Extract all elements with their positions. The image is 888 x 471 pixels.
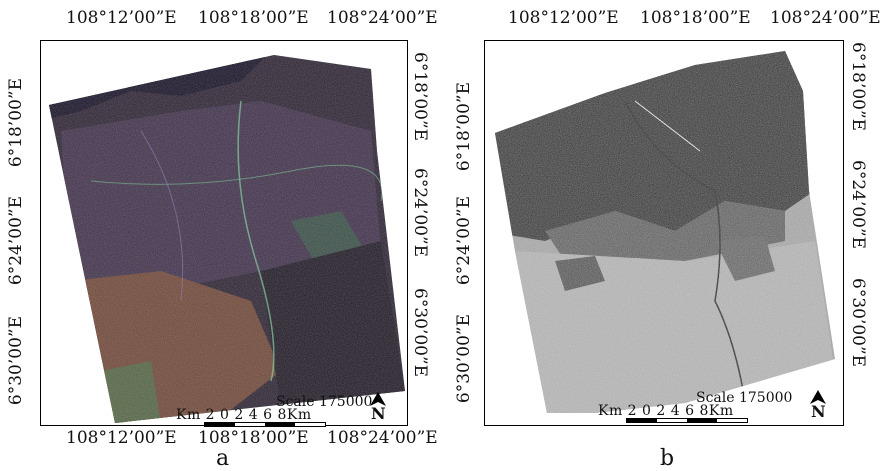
bottom-longitude-label: 108°18’00”E bbox=[198, 428, 309, 448]
scale-bar bbox=[626, 418, 748, 423]
panel-a: 108°12’00”E 108°18’00”E 108°24’00”E 6°18… bbox=[0, 0, 444, 471]
panel-b: 108°12’00”E 108°18’00”E 108°24’00”E 6°18… bbox=[444, 0, 888, 471]
top-longitude-label: 108°12’00”E bbox=[66, 8, 177, 28]
right-latitude-label: 6°30’00”E bbox=[848, 278, 868, 368]
top-longitude-label: 108°24’00”E bbox=[770, 8, 881, 28]
top-longitude-label: 108°12’00”E bbox=[508, 8, 619, 28]
panel-caption: b bbox=[660, 446, 675, 471]
bottom-longitude-label: 108°24’00”E bbox=[327, 428, 438, 448]
right-latitude-label: 6°18’00”E bbox=[848, 42, 868, 132]
right-latitude-label: 6°24’00”E bbox=[848, 160, 868, 250]
sar-grayscale-image bbox=[495, 51, 835, 413]
left-latitude-label: 6°30’00”E bbox=[6, 316, 26, 406]
right-latitude-label: 6°30’00”E bbox=[410, 288, 430, 378]
bottom-longitude-label: 108°12’00”E bbox=[66, 428, 177, 448]
right-latitude-label: 6°24’00”E bbox=[410, 168, 430, 258]
sar-composite-image bbox=[49, 55, 405, 423]
top-longitude-label: 108°18’00”E bbox=[640, 8, 751, 28]
scale-bar bbox=[204, 422, 326, 427]
north-arrow-icon bbox=[810, 390, 826, 404]
scale-title: Scale 175000 bbox=[276, 394, 373, 410]
scale-bar-label: Km 2 0 2 4 6 8Km bbox=[598, 403, 734, 419]
top-longitude-label: 108°18’00”E bbox=[198, 8, 309, 28]
left-latitude-label: 6°18’00”E bbox=[454, 82, 474, 172]
left-latitude-label: 6°24’00”E bbox=[6, 196, 26, 286]
north-label: N bbox=[371, 404, 386, 423]
top-longitude-label: 108°24’00”E bbox=[327, 8, 438, 28]
scale-bar-label: Km 2 0 2 4 6 8Km bbox=[176, 407, 312, 423]
left-latitude-label: 6°24’00”E bbox=[454, 196, 474, 286]
panel-caption: a bbox=[216, 446, 230, 471]
north-label: N bbox=[811, 402, 826, 421]
left-latitude-label: 6°18’00”E bbox=[6, 78, 26, 168]
north-arrow-icon bbox=[370, 392, 386, 406]
map-frame-a bbox=[40, 40, 408, 426]
scale-title: Scale 175000 bbox=[696, 390, 793, 406]
map-frame-b bbox=[484, 40, 844, 426]
right-latitude-label: 6°18’00”E bbox=[410, 52, 430, 142]
left-latitude-label: 6°30’00”E bbox=[454, 314, 474, 404]
